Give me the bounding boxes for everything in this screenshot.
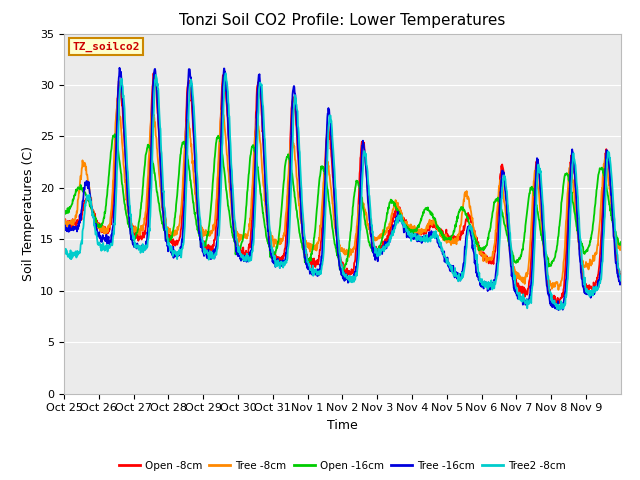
Tree2 -8cm — [556, 304, 564, 310]
Legend: Open -8cm, Tree -8cm, Open -16cm, Tree -16cm, Tree2 -8cm: Open -8cm, Tree -8cm, Open -16cm, Tree -… — [115, 456, 570, 475]
Open -16cm — [148, 152, 156, 157]
Tree2 -8cm — [317, 266, 325, 272]
Tree2 -8cm — [617, 278, 625, 284]
Tree -16cm — [116, 65, 124, 71]
Open -16cm — [611, 227, 618, 233]
Open -16cm — [617, 240, 625, 245]
Open -16cm — [474, 243, 482, 249]
Tree -16cm — [60, 223, 68, 228]
Open -8cm — [474, 244, 482, 250]
Tree -8cm — [474, 247, 482, 252]
Open -8cm — [150, 70, 157, 76]
Tree -16cm — [556, 303, 564, 309]
Open -16cm — [556, 219, 564, 225]
Tree -16cm — [317, 253, 325, 259]
Tree -8cm — [617, 245, 625, 251]
Open -8cm — [617, 276, 625, 282]
Open -8cm — [553, 302, 561, 308]
Line: Tree -16cm: Tree -16cm — [64, 68, 621, 310]
Line: Open -16cm: Open -16cm — [64, 134, 621, 271]
Open -8cm — [611, 233, 618, 239]
Tree2 -8cm — [60, 250, 68, 255]
Text: TZ_soilco2: TZ_soilco2 — [72, 42, 140, 52]
Tree2 -8cm — [328, 127, 336, 133]
Tree -8cm — [328, 195, 336, 201]
Tree -8cm — [148, 112, 156, 118]
Open -8cm — [317, 235, 325, 240]
Tree -8cm — [317, 211, 325, 216]
Tree -8cm — [611, 225, 618, 231]
Tree2 -8cm — [222, 71, 230, 76]
Tree2 -8cm — [556, 307, 563, 312]
Open -16cm — [328, 223, 336, 229]
Tree -8cm — [60, 223, 68, 229]
Line: Tree2 -8cm: Tree2 -8cm — [64, 73, 621, 310]
Line: Tree -8cm: Tree -8cm — [64, 102, 621, 290]
Tree -16cm — [555, 307, 563, 313]
Open -16cm — [339, 268, 346, 274]
Tree -8cm — [556, 281, 564, 287]
Open -16cm — [60, 212, 68, 218]
Open -8cm — [556, 297, 564, 302]
Tree -16cm — [611, 236, 618, 241]
Open -8cm — [328, 163, 336, 168]
Line: Open -8cm: Open -8cm — [64, 73, 621, 305]
Tree -16cm — [617, 281, 625, 287]
Tree2 -8cm — [474, 264, 482, 270]
Open -8cm — [147, 117, 155, 122]
Title: Tonzi Soil CO2 Profile: Lower Temperatures: Tonzi Soil CO2 Profile: Lower Temperatur… — [179, 13, 506, 28]
Y-axis label: Soil Temperatures (C): Soil Temperatures (C) — [22, 146, 35, 281]
Tree -16cm — [328, 147, 336, 153]
Tree -8cm — [555, 287, 563, 293]
Tree2 -8cm — [611, 214, 618, 220]
Open -16cm — [111, 131, 118, 137]
Open -16cm — [317, 166, 325, 171]
Tree -8cm — [113, 99, 121, 105]
Open -8cm — [60, 217, 68, 223]
Tree -16cm — [474, 271, 482, 277]
Tree2 -8cm — [147, 191, 155, 196]
Tree -16cm — [148, 139, 156, 145]
X-axis label: Time: Time — [327, 419, 358, 432]
